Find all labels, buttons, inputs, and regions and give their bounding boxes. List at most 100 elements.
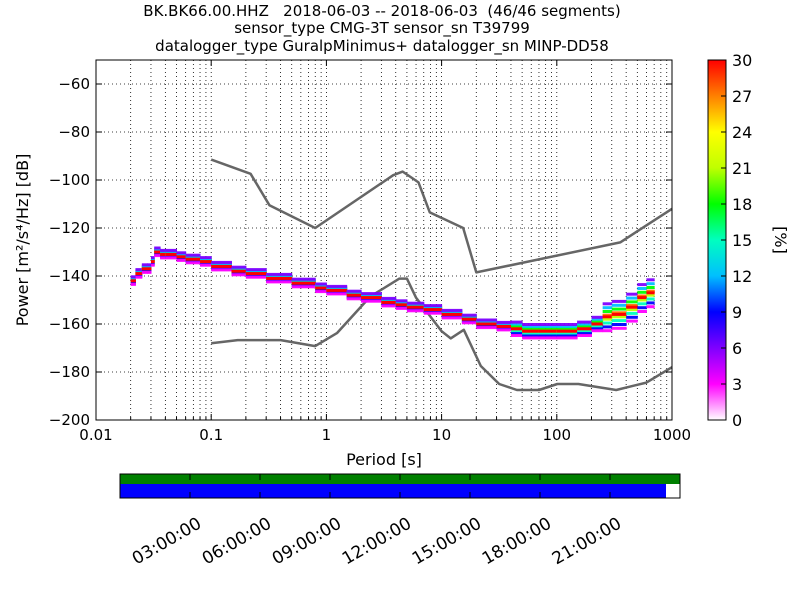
colorbar-tick-label: 27	[732, 87, 752, 106]
psd-mode-segment	[211, 264, 232, 268]
psd-band-segment	[315, 282, 327, 286]
y-tick-label: −160	[49, 315, 90, 333]
psd-band-segment	[522, 334, 540, 338]
psd-band-segment	[496, 328, 512, 332]
psd-band-segment	[461, 321, 477, 325]
psd-band-segment	[602, 329, 613, 333]
y-tick-label: −100	[49, 171, 90, 189]
psd-band-segment	[637, 310, 647, 313]
psd-band-segment	[626, 311, 638, 315]
high-noise-model-curve	[210, 158, 673, 274]
psd-band-segment	[538, 332, 558, 336]
psd-band-segment	[423, 304, 443, 308]
psd-band-segment	[266, 280, 293, 284]
psd-band-segment	[522, 336, 540, 340]
psd-mode-segment	[476, 322, 498, 326]
x-tick-label: 0.01	[79, 426, 112, 444]
psd-mode-segment	[231, 269, 247, 273]
psd-band-segment	[556, 332, 578, 336]
plot-data	[130, 158, 673, 392]
psd-band-segment	[326, 292, 348, 296]
timeline-tick-label: 21:00:00	[549, 514, 625, 570]
psd-mode-segment	[637, 296, 647, 300]
psd-band-segment	[577, 332, 592, 336]
psd-band-segment	[538, 334, 558, 338]
psd-band-segment	[602, 310, 613, 313]
psd-band-segment	[646, 278, 655, 282]
psd-mode-segment	[626, 305, 638, 309]
psd-band-segment	[577, 322, 592, 326]
psd-band-segment	[150, 256, 155, 260]
psd-mode-segment	[510, 327, 523, 331]
psd-band-segment	[315, 290, 327, 294]
psd-band-segment	[538, 326, 558, 330]
psd-band-segment	[476, 318, 498, 322]
psd-mode-segment	[200, 260, 212, 264]
psd-band-segment	[346, 289, 362, 293]
psd-band-segment	[602, 317, 613, 321]
psd-mode-segment	[611, 312, 627, 316]
psd-mode-segment	[176, 255, 187, 259]
timeline-tick-label: 18:00:00	[479, 514, 555, 570]
psd-band-segment	[591, 325, 604, 329]
psd-band-segment	[637, 283, 647, 287]
psd-band-segment	[231, 273, 247, 277]
psd-mode-segment	[130, 279, 136, 283]
availability-bar	[120, 484, 666, 498]
psd-band-segment	[510, 320, 523, 324]
psd-band-segment	[211, 268, 232, 272]
psd-band-segment	[406, 301, 425, 305]
psd-band-segment	[147, 270, 152, 274]
psd-band-segment	[185, 261, 201, 265]
psd-band-segment	[577, 334, 592, 337]
psd-mode-segment	[150, 260, 155, 264]
psd-band-segment	[441, 316, 463, 320]
psd-band-segment	[326, 284, 348, 288]
timeline-tick-label: 03:00:00	[129, 514, 205, 570]
psd-band-segment	[577, 324, 592, 328]
psd-mode-segment	[461, 317, 477, 321]
colorbar-tick-label: 6	[732, 339, 742, 358]
psd-band-segment	[160, 248, 166, 252]
psd-mode-segment	[291, 281, 316, 285]
psd-band-segment	[381, 304, 397, 308]
psd-band-segment	[200, 263, 212, 267]
psd-band-segment	[176, 258, 187, 262]
psd-band-segment	[602, 325, 613, 329]
availability-timeline: 03:00:0006:00:0009:00:0012:00:0015:00:00…	[119, 473, 681, 570]
x-tick-label: 1	[322, 426, 332, 444]
psd-band-segment	[147, 263, 152, 267]
psd-band-segment	[556, 326, 578, 330]
psd-band-segment	[211, 260, 232, 264]
psd-band-segment	[538, 323, 558, 326]
psd-band-segment	[611, 299, 627, 303]
psd-band-segment	[538, 324, 558, 328]
psd-band-segment	[361, 299, 382, 303]
timeline-tick-label: 12:00:00	[339, 514, 415, 570]
psd-band-segment	[637, 290, 647, 294]
psd-band-segment	[522, 326, 540, 330]
psd-band-segment	[591, 315, 604, 319]
chart-title-line-2: sensor_type CMG-3T sensor_sn T39799	[234, 19, 530, 37]
psd-mode-segment	[406, 305, 425, 309]
chart-title-line-3: datalogger_type GuralpMinimus+ datalogge…	[155, 37, 609, 55]
psd-band-segment	[646, 293, 655, 297]
psd-band-segment	[510, 324, 523, 328]
psd-band-segment	[266, 272, 293, 276]
psd-band-segment	[245, 275, 267, 279]
psd-band-segment	[646, 305, 655, 309]
psd-band-segment	[538, 336, 558, 340]
psd-band-segment	[637, 306, 647, 310]
psd-mode-segment	[646, 291, 655, 295]
psd-band-segment	[522, 332, 540, 336]
psd-band-segment	[577, 330, 592, 334]
chart-title-line-1: BK.BK66.00.HHZ 2018-06-03 -- 2018-06-03 …	[143, 2, 621, 20]
timeline-tick-label: 15:00:00	[409, 514, 485, 570]
psd-mode-segment	[395, 303, 408, 307]
psd-mode-segment	[154, 250, 161, 254]
psd-mode-segment	[346, 293, 362, 297]
colorbar-tick-label: 15	[732, 231, 752, 250]
psd-band-segment	[476, 326, 498, 330]
psd-band-segment	[150, 263, 155, 267]
